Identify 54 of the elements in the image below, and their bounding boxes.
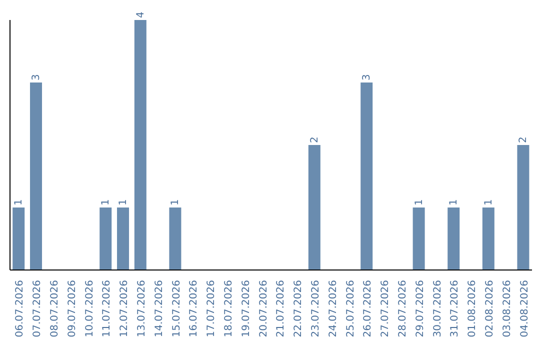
data-label: 1: [448, 199, 460, 206]
x-tick-label: 30.07.2026: [432, 280, 444, 338]
x-tick-label: 09.07.2026: [66, 280, 78, 338]
x-tick-label: 23.07.2026: [310, 280, 322, 338]
bar: [100, 208, 112, 270]
x-tick-label: 18.07.2026: [224, 280, 234, 338]
x-tick-label: 13.07.2026: [136, 280, 148, 338]
x-tick-label: 17.07.2026: [206, 280, 218, 338]
data-label: 4: [135, 12, 146, 18]
bar: [117, 208, 130, 270]
x-tick-label: 25.07.2026: [345, 280, 356, 338]
bar: [482, 208, 494, 270]
bar: [360, 82, 373, 270]
data-label: 1: [100, 199, 112, 206]
x-tick-label: 07.07.2026: [32, 280, 44, 338]
x-tick-label: 21.07.2026: [276, 280, 287, 338]
bar: [448, 208, 460, 270]
bar: [308, 145, 320, 270]
x-tick-label: 08.07.2026: [50, 280, 60, 338]
bar: [134, 20, 146, 270]
bar: [12, 208, 25, 270]
bar: [169, 208, 182, 270]
x-tick-label: 31.07.2026: [450, 280, 461, 338]
x-tick-label: 16.07.2026: [188, 280, 200, 338]
x-tick-label: 01.08.2026: [467, 280, 478, 338]
data-label: 1: [170, 199, 182, 206]
x-tick-label: 28.07.2026: [398, 280, 408, 338]
data-label: 1: [483, 199, 494, 206]
data-label: 3: [31, 74, 42, 80]
data-label: 1: [414, 199, 425, 206]
data-label: 1: [14, 199, 25, 206]
x-tick-label: 12.07.2026: [119, 280, 130, 338]
bar: [412, 208, 425, 270]
data-label: 3: [362, 74, 373, 80]
x-tick-label: 22.07.2026: [293, 280, 304, 338]
x-tick-label: 20.07.2026: [258, 280, 270, 338]
x-tick-label: 29.07.2026: [414, 280, 426, 338]
x-tick-label: 27.07.2026: [380, 280, 392, 338]
x-tick-label: 04.08.2026: [519, 280, 530, 338]
x-tick-label: 14.07.2026: [154, 280, 165, 338]
x-tick-label: 26.07.2026: [362, 280, 374, 338]
x-tick-label: 11.07.2026: [102, 280, 113, 338]
data-label: 2: [309, 136, 320, 143]
x-tick-label: 15.07.2026: [171, 280, 182, 338]
x-tick-label: 24.07.2026: [328, 280, 339, 338]
x-tick-label: 19.07.2026: [240, 280, 252, 338]
data-label: 1: [118, 199, 130, 206]
bar: [30, 82, 42, 270]
x-tick-label: 10.07.2026: [84, 280, 96, 338]
x-tick-label: 02.08.2026: [484, 280, 496, 338]
data-label: 2: [518, 136, 530, 143]
bar: [517, 145, 530, 270]
x-tick-label: 06.07.2026: [14, 280, 26, 338]
x-tick-label: 03.08.2026: [502, 280, 513, 338]
